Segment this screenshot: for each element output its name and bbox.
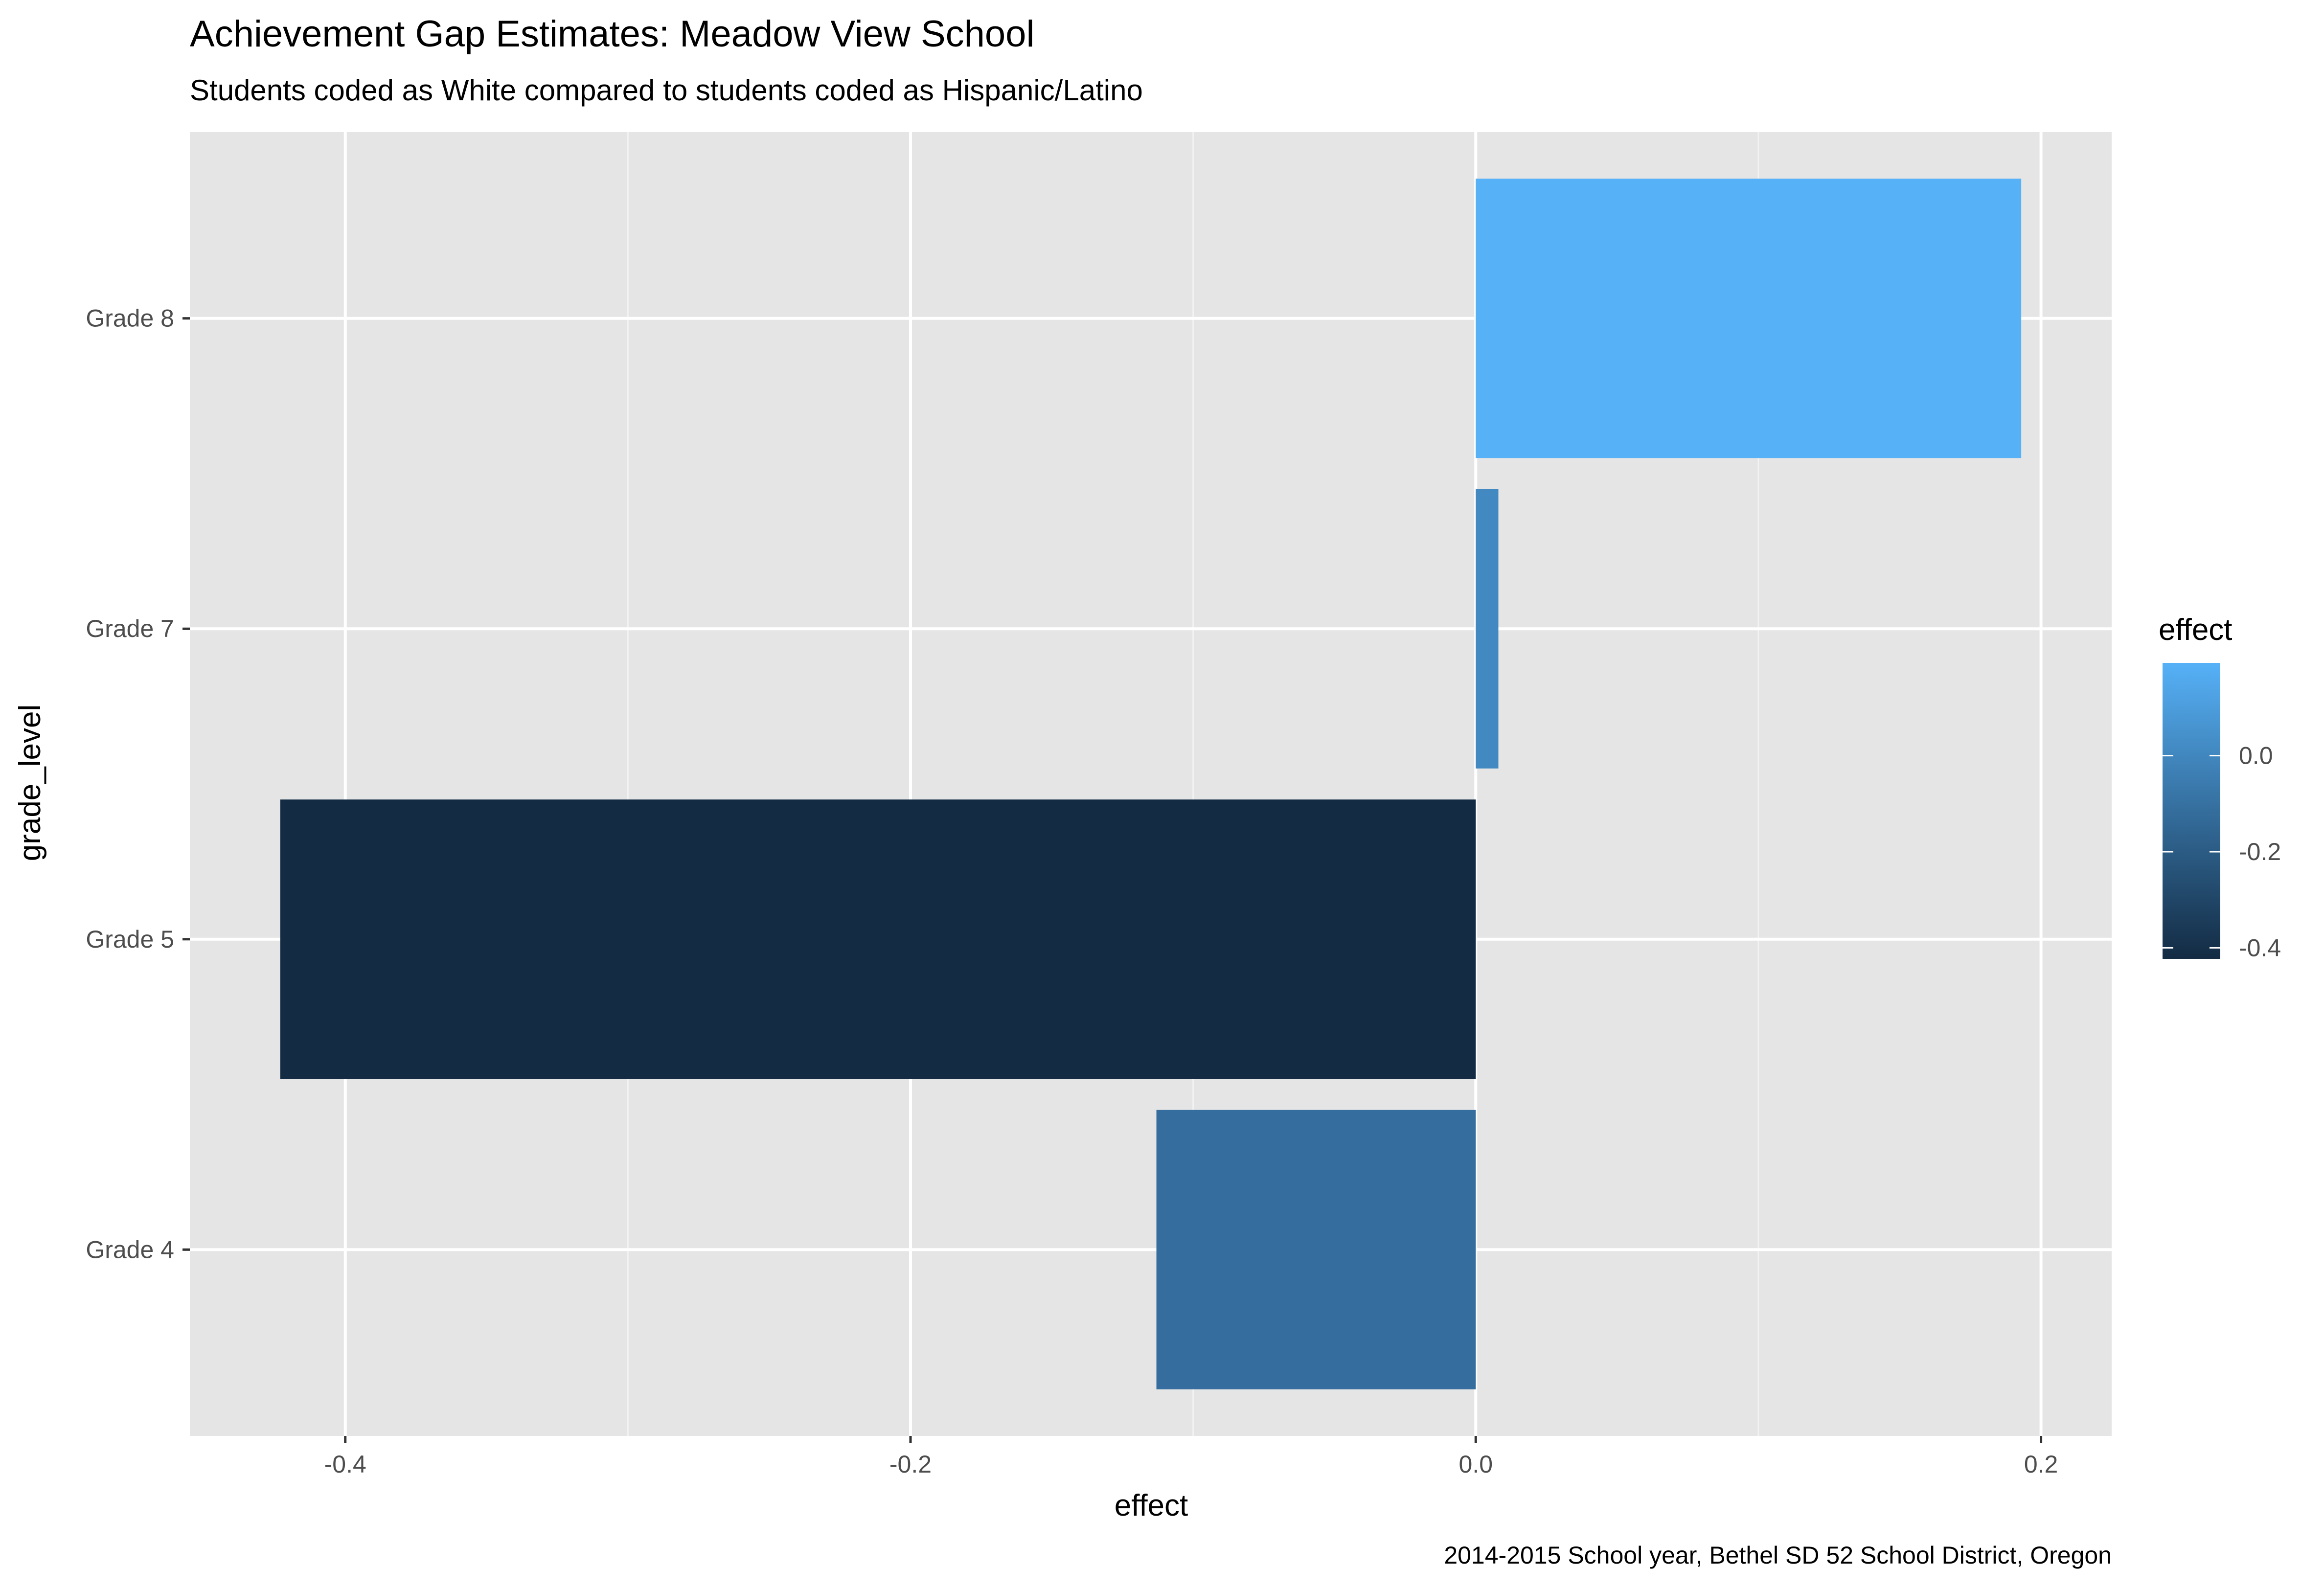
x-tick-label: 0.2 [2024, 1451, 2058, 1478]
chart-caption: 2014-2015 School year, Bethel SD 52 Scho… [1444, 1542, 2112, 1569]
bar-grade-8 [1476, 179, 2022, 458]
y-tick-label: Grade 7 [86, 615, 174, 642]
plot-panel [190, 132, 2112, 1436]
chart-subtitle: Students coded as White compared to stud… [190, 74, 1143, 107]
bar-grade-4 [1156, 1110, 1476, 1389]
legend-colorbar [2163, 663, 2220, 959]
x-axis-label: effect [1115, 1489, 1188, 1522]
legend-title: effect [2159, 613, 2233, 647]
bar-grade-5 [280, 799, 1476, 1079]
chart-title: Achievement Gap Estimates: Meadow View S… [190, 13, 1034, 55]
legend-tick-label: 0.0 [2239, 742, 2273, 770]
legend-tick-label: -0.2 [2239, 838, 2281, 865]
y-tick-label: Grade 8 [86, 305, 174, 332]
x-tick-label: 0.0 [1459, 1451, 1493, 1478]
color-legend: effect 0.0 -0.2 -0.4 [2159, 613, 2281, 961]
x-axis-ticks: -0.4 -0.2 0.0 0.2 [324, 1436, 2058, 1478]
y-tick-label: Grade 4 [86, 1236, 174, 1263]
legend-tick-label: -0.4 [2239, 934, 2281, 961]
x-tick-label: -0.2 [889, 1451, 932, 1478]
y-axis-ticks: Grade 4 Grade 5 Grade 7 Grade 8 [86, 305, 190, 1263]
legend-ticks: 0.0 -0.2 -0.4 [2163, 742, 2281, 961]
y-tick-label: Grade 5 [86, 926, 174, 953]
bar-grade-7 [1476, 489, 1499, 769]
y-axis-label: grade_level [13, 704, 47, 862]
x-tick-label: -0.4 [324, 1451, 366, 1478]
bars [280, 179, 2022, 1389]
